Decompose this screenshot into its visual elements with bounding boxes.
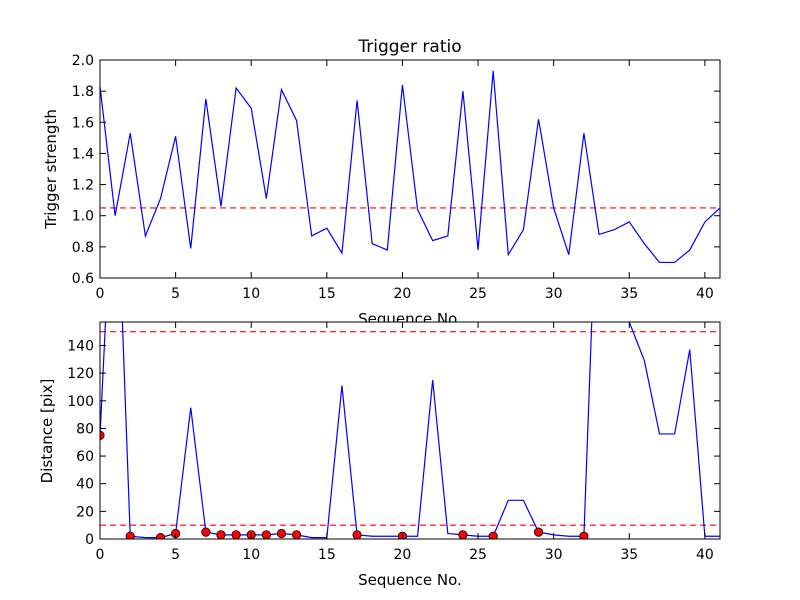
bottom-plot-frame bbox=[99, 321, 721, 540]
bottom-x-tick-label: 25 bbox=[469, 547, 487, 563]
bottom-x-axis-label: Sequence No. bbox=[358, 571, 462, 589]
bottom-data-point bbox=[291, 530, 302, 539]
bottom-data-point bbox=[352, 530, 362, 539]
bottom-y-axis-label: Distance [pix] bbox=[38, 379, 56, 484]
top-x-tick-label: 15 bbox=[318, 286, 336, 302]
top-y-tick-label: 1.0 bbox=[72, 209, 94, 225]
top-x-tick-label: 5 bbox=[171, 286, 180, 302]
top-x-tick-label: 20 bbox=[394, 286, 412, 302]
bottom-x-tick-label: 20 bbox=[394, 547, 412, 563]
top-x-tick-label: 0 bbox=[96, 286, 105, 302]
top-plot-background bbox=[100, 60, 720, 278]
top-chart-title: Trigger ratio bbox=[357, 37, 461, 57]
bottom-x-tick-label: 15 bbox=[318, 547, 336, 563]
bottom-y-tick-label: 140 bbox=[67, 338, 94, 354]
top-y-tick-label: 1.8 bbox=[72, 84, 94, 100]
bottom-x-tick-label: 35 bbox=[620, 547, 638, 563]
top-chart: 0 5 10 15 20 25 30 35 40 0.6 0.8 1.0 1.2 1.4 1.6 1.8 2.0… bbox=[42, 53, 721, 328]
bottom-data-point bbox=[579, 531, 589, 539]
bottom-data-point bbox=[533, 527, 544, 537]
top-y-tick-label: 1.4 bbox=[72, 146, 94, 162]
top-y-tick-label: 0.8 bbox=[72, 240, 94, 256]
top-plot-frame bbox=[99, 59, 721, 279]
top-x-tick-label: 40 bbox=[696, 286, 714, 302]
bottom-series-line-0 bbox=[100, 322, 720, 539]
bottom-x-tick-label: 30 bbox=[545, 547, 563, 563]
bottom-data-point bbox=[488, 531, 498, 539]
bottom-x-tick-label: 5 bbox=[171, 547, 180, 563]
bottom-y-tick-label: 100 bbox=[67, 394, 94, 410]
top-y-tick-label: 2.0 bbox=[72, 53, 94, 69]
top-x-tick-label: 35 bbox=[620, 286, 638, 302]
bottom-y-tick-label: 80 bbox=[76, 421, 94, 437]
bottom-x-tick-label: 40 bbox=[696, 547, 714, 563]
bottom-y-tick-label: 40 bbox=[76, 477, 94, 493]
bottom-data-point bbox=[216, 530, 226, 539]
top-x-tick-label: 25 bbox=[469, 286, 487, 302]
top-y-tick-label: 1.6 bbox=[72, 115, 94, 131]
bottom-data-point bbox=[276, 528, 287, 539]
bottom-y-tick-label: 60 bbox=[76, 449, 94, 465]
top-x-tick-label: 10 bbox=[242, 286, 260, 302]
top-x-tick-label: 30 bbox=[545, 286, 563, 302]
bottom-y-tick-label: 20 bbox=[76, 504, 94, 520]
bottom-chart: 0 5 10 15 20 25 30 35 40 0 20 40 60 80 100 120 140 Seque… bbox=[38, 321, 721, 589]
bottom-y-tick-label: 120 bbox=[67, 366, 94, 382]
bottom-data-point bbox=[201, 527, 211, 537]
bottom-x-tick-label: 0 bbox=[96, 547, 105, 563]
bottom-data-point bbox=[155, 533, 166, 539]
bottom-data-point bbox=[125, 531, 135, 539]
top-y-tick-label: 1.2 bbox=[72, 178, 94, 194]
bottom-data-point bbox=[261, 530, 271, 539]
bottom-data-point bbox=[231, 530, 241, 539]
bottom-y-tick-label: 0 bbox=[85, 532, 94, 548]
bottom-x-tick-label: 10 bbox=[242, 547, 260, 563]
bottom-plot-background bbox=[100, 322, 720, 539]
top-y-axis-label: Trigger strength bbox=[42, 109, 60, 230]
top-series-line-0 bbox=[100, 70, 720, 264]
top-y-tick-label: 0.6 bbox=[72, 271, 94, 287]
bottom-data-point bbox=[458, 530, 468, 539]
